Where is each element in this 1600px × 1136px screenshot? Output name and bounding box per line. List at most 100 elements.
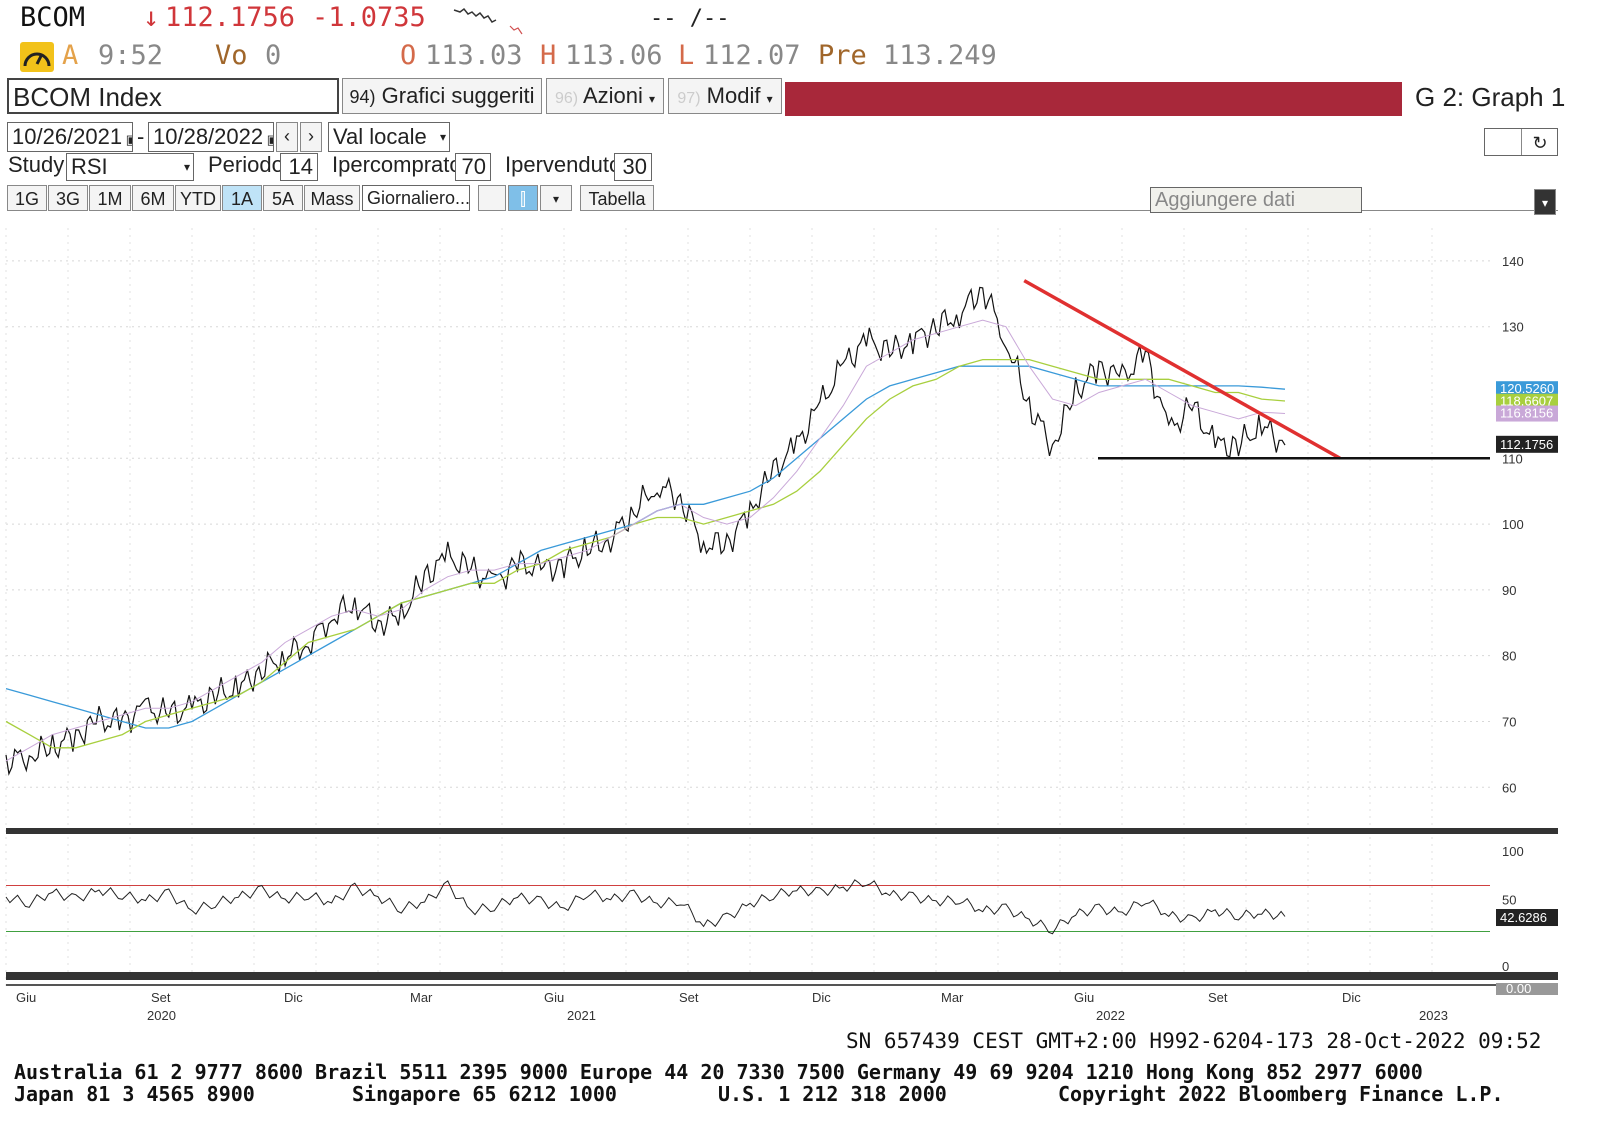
panel-divider: [6, 972, 1558, 980]
lower-axis-tag: [1496, 983, 1558, 995]
title-bar: [785, 82, 1402, 116]
contacts-japan: Japan 81 3 4565 8900: [14, 1082, 255, 1106]
period-input[interactable]: 14: [280, 153, 318, 181]
chevron-right-icon[interactable]: ›: [300, 122, 322, 152]
x-tick-label: Set: [679, 990, 699, 1005]
y-tick-label: 60: [1502, 780, 1516, 795]
intraday-sparkline-icon: [453, 7, 523, 35]
x-tick-label: Dic: [1342, 990, 1361, 1005]
open-value: 113.03: [425, 40, 523, 71]
contacts-line-1: Australia 61 2 9777 8600 Brazil 5511 239…: [14, 1060, 1423, 1084]
last-price: 112.1756: [165, 2, 296, 33]
currency-select[interactable]: Val locale ▾: [328, 122, 450, 152]
period-button-1a[interactable]: 1A: [222, 185, 262, 211]
volume-value: 0: [265, 40, 282, 71]
overbought-label: Ipercomprato: [332, 152, 462, 177]
table-button[interactable]: Tabella: [580, 185, 654, 211]
period-label: Periodo: [208, 152, 284, 177]
prev-close-value: 113.249: [883, 40, 997, 71]
actions-menu-button[interactable]: 96) Azioni ▾: [546, 78, 664, 114]
last-time: 9:52: [98, 40, 164, 71]
ma-value-tag-text: 118.6607: [1500, 394, 1553, 409]
calendar-icon[interactable]: ▣: [122, 132, 132, 147]
y-tick-label: 130: [1502, 320, 1524, 335]
prev-close-label: Pre: [818, 40, 867, 71]
security-field[interactable]: BCOM Index: [7, 78, 339, 114]
x-tick-label: Giu: [1074, 990, 1094, 1005]
calendar-icon[interactable]: ▣: [263, 132, 273, 147]
x-year-label: 2022: [1096, 1008, 1125, 1023]
period-button-mass[interactable]: Mass: [304, 185, 360, 211]
overbought-input[interactable]: 70: [455, 153, 491, 181]
graph-label[interactable]: G 2: Graph 1: [1415, 82, 1566, 112]
blank-button[interactable]: [478, 185, 506, 211]
price-line: [5, 286, 1286, 776]
add-data-input[interactable]: Aggiungere dati: [1150, 187, 1362, 213]
study-value: RSI: [71, 154, 108, 179]
oversold-label: Ipervenduto: [505, 152, 622, 177]
end-date-field[interactable]: 10/28/2022 ▣: [148, 122, 274, 152]
y-tick-label: 90: [1502, 583, 1516, 598]
refresh-control[interactable]: ↻: [1484, 128, 1558, 156]
chevron-down-icon: ▾: [439, 130, 446, 144]
x-tick-label: Set: [151, 990, 171, 1005]
rsi-line: [5, 879, 1286, 935]
end-date: 10/28/2022: [153, 124, 264, 149]
period-button-ytd[interactable]: YTD: [175, 185, 221, 211]
study-label: Study: [8, 152, 65, 177]
down-arrow-icon: ↓: [143, 2, 160, 33]
period-button-1g[interactable]: 1G: [7, 185, 47, 211]
time-placeholder: -- /--: [650, 6, 730, 31]
chart-grid: [5, 228, 1558, 990]
ma-value-tag-text: 120.5260: [1500, 381, 1554, 396]
price-chart[interactable]: 60 70 80 90 100 110 130 140 112.1756 120.5260118.…: [0, 220, 1600, 1030]
alert-letter: A: [62, 40, 79, 71]
x-tick-label: Dic: [284, 990, 303, 1005]
period-button-6m[interactable]: 6M: [132, 185, 174, 211]
ma-200-line: [5, 365, 1286, 729]
last-price-tag: [1496, 435, 1558, 453]
x-tick-label: Giu: [16, 990, 36, 1005]
period-button-5a[interactable]: 5A: [263, 185, 303, 211]
currency-value: Val locale: [333, 124, 427, 149]
ma-50-line: [5, 319, 1286, 762]
x-year-label: 2023: [1419, 1008, 1448, 1023]
refresh-icon[interactable]: ↻: [1521, 129, 1557, 155]
x-tick-label: Mar: [941, 990, 964, 1005]
frequency-select[interactable]: Giornaliero...: [362, 185, 470, 211]
suggested-charts-button[interactable]: 94) Grafici suggeriti: [342, 78, 542, 114]
y-tick-label: 100: [1502, 517, 1524, 532]
x-year-label: 2021: [567, 1008, 596, 1023]
rsi-tick-partial: 50: [1502, 893, 1516, 908]
actions-num: 96): [554, 90, 579, 107]
ma-value-tag: [1496, 405, 1558, 422]
panel-divider: [6, 828, 1558, 834]
contacts-singapore: Singapore 65 6212 1000: [352, 1082, 617, 1106]
chevron-down-icon[interactable]: ▾: [540, 185, 572, 211]
suggested-charts-num: 94): [349, 87, 376, 107]
edit-num: 97): [677, 90, 701, 107]
start-date-field[interactable]: 10/26/2021 ▣: [7, 122, 133, 152]
ma-value-tag-text: 116.8156: [1500, 406, 1553, 421]
chevron-left-icon[interactable]: ‹: [276, 122, 298, 152]
x-year-label: 2020: [147, 1008, 176, 1023]
rsi-tick-label: 0: [1502, 959, 1509, 974]
period-button-3g[interactable]: 3G: [48, 185, 88, 211]
period-button-1m[interactable]: 1M: [89, 185, 131, 211]
resistance-trendline: [1023, 279, 1341, 460]
price-change: -1.0735: [312, 2, 426, 33]
low-label: L: [678, 40, 695, 71]
candle-icon[interactable]: ⫿: [508, 185, 538, 211]
x-tick-label: Giu: [544, 990, 564, 1005]
speedometer-icon[interactable]: [20, 42, 54, 72]
chevron-down-icon: ▾: [766, 92, 773, 106]
oversold-input[interactable]: 30: [614, 153, 652, 181]
y-tick-label: 140: [1502, 254, 1524, 269]
high-label: H: [540, 40, 557, 71]
chevron-down-icon: ▾: [649, 92, 656, 106]
edit-menu-button[interactable]: 97) Modif ▾: [668, 78, 782, 114]
study-select[interactable]: RSI ▾: [66, 153, 194, 181]
chevron-down-icon[interactable]: ▾: [1534, 189, 1556, 215]
rsi-value-tag: [1496, 909, 1558, 927]
actions-label: Azioni: [582, 83, 643, 108]
